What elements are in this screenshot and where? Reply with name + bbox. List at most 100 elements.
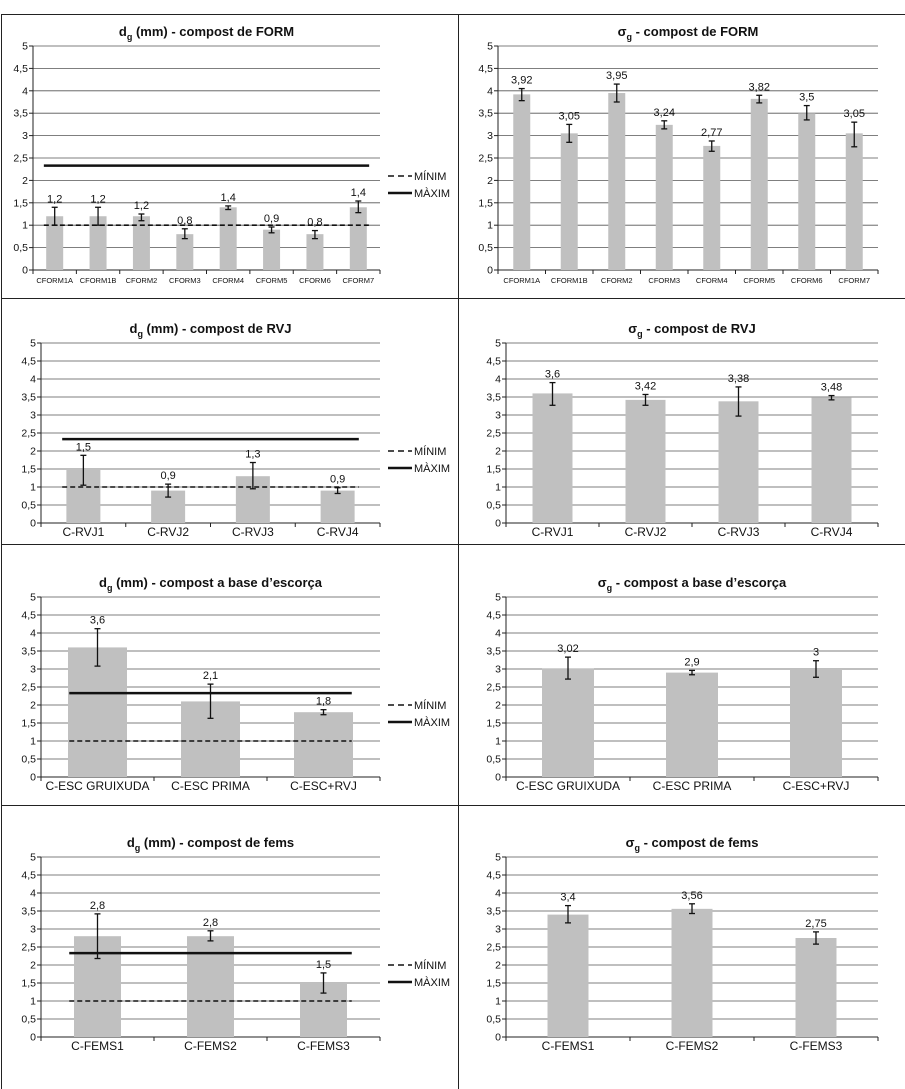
y-tick-label: 0,5 [21,1014,36,1026]
title-main: d [99,575,107,590]
category-label: CFORM1B [551,276,588,285]
title-main: σ [626,835,635,850]
bar [655,124,673,271]
y-tick-label: 2,5 [13,153,28,165]
y-tick-label: 3,5 [13,108,28,120]
y-tick-label: 1 [30,482,36,494]
data-label: 3,48 [821,382,842,394]
chart-panel-2: σg - compost de FORM 0 0,5 1 1,5 2 2,5 3 3,5 4 4,5… [462,16,905,296]
bar [513,94,531,270]
y-tick-label: 0 [495,772,501,784]
y-tick-label: 2 [495,446,501,458]
data-label: 0,9 [160,470,175,482]
y-tick-label: 4 [30,374,36,386]
y-tick-label: 2,5 [486,682,501,694]
bar [718,401,759,523]
y-tick-label: 4,5 [478,63,493,75]
title-subscript: g [107,583,113,593]
y-tick-label: 2 [30,700,36,712]
title-main: d [127,835,135,850]
chart-panel-1: dg (mm) - compost de FORM 0 0,5 1 1,5 2 2,5 3 3,… [8,16,454,296]
y-tick-label: 0,5 [478,242,493,254]
title-main: d [119,24,127,39]
category-label: C-FEMS3 [790,1039,843,1053]
category-label: CFORM3 [169,276,201,285]
chart-panel-3: dg (mm) - compost de RVJ 0 0,5 1 1,5 2 2,5 3 3,5… [8,301,454,541]
y-tick-label: 3,5 [486,906,501,918]
category-label: CFORM1A [36,276,73,285]
chart-7: dg (mm) - compost de fems 0 0,5 1 1,5 2 2,5 3 3,… [21,835,450,1053]
bar [795,938,837,1037]
category-label: CFORM2 [126,276,158,285]
y-tick-label: 0 [30,772,36,784]
y-tick-label: 1 [487,220,493,232]
category-label: C-RVJ2 [147,525,189,539]
title-subscript: g [637,329,643,339]
y-tick-label: 0 [22,265,28,277]
bar [790,669,842,777]
y-tick-label: 5 [495,592,501,604]
legend-max-label: MÀXIM [414,976,450,989]
data-label: 1,4 [351,187,366,199]
y-tick-label: 3 [495,924,501,936]
legend-min-label: MÍNIM [414,699,446,712]
bar [263,229,281,270]
bar [349,207,367,270]
title-subscript: g [627,32,633,42]
chart-body: dg (mm) - compost de RVJ 0 0,5 1 1,5 2 2,5 3 3,5… [21,321,450,539]
y-tick-label: 3,5 [478,108,493,120]
y-tick-label: 3,5 [21,392,36,404]
title-main: d [129,321,137,336]
data-label: 1,4 [221,192,236,204]
y-tick-label: 1,5 [13,197,28,209]
chart-body: dg (mm) - compost de fems 0 0,5 1 1,5 2 2,5 3 3,… [21,835,450,1053]
category-label: CFORM4 [212,276,244,285]
data-label: 3,42 [635,380,656,392]
y-tick-label: 1,5 [486,464,501,476]
y-tick-label: 0,5 [486,500,501,512]
category-label: CFORM2 [601,276,633,285]
data-label: 1,2 [90,193,105,205]
legend-min-label: MÍNIM [414,445,446,458]
bar [608,93,626,270]
data-label: 2,8 [203,917,218,929]
title-rest: (mm) - compost de RVJ [143,321,292,336]
category-label: C-ESC+RVJ [290,779,357,793]
data-label: 0,8 [177,215,192,227]
title-main: σ [598,575,607,590]
y-tick-label: 5 [487,41,493,53]
data-label: 0,9 [330,474,345,486]
y-tick-label: 3,5 [21,646,36,658]
y-tick-label: 2,5 [486,428,501,440]
y-tick-label: 4,5 [486,870,501,882]
y-tick-label: 2,5 [21,942,36,954]
y-tick-label: 5 [495,852,501,864]
title-subscript: g [127,32,133,42]
chart-title: σg - compost de FORM [618,24,759,42]
category-label: CFORM7 [838,276,870,285]
bar [68,647,127,777]
y-tick-label: 0 [495,1032,501,1044]
bar [560,133,578,270]
title-subscript: g [634,843,640,853]
category-label: C-ESC+RVJ [783,779,850,793]
data-label: 3,95 [606,70,627,82]
y-tick-label: 4 [30,628,36,640]
data-label: 1,5 [76,441,91,453]
category-label: CFORM4 [696,276,728,285]
y-tick-label: 0 [30,1032,36,1044]
bar [845,133,863,270]
title-rest: (mm) - compost de FORM [132,24,294,39]
chart-body: σg - compost de fems 0 0,5 1 1,5 2 2,5 3 3,5 4 4,5… [486,835,879,1053]
y-tick-label: 4 [30,888,36,900]
data-label: 3,6 [545,369,560,381]
y-tick-label: 4,5 [21,610,36,622]
y-tick-label: 2,5 [478,153,493,165]
chart-body: dg (mm) - compost de FORM 0 0,5 1 1,5 2 2,5 3 3,… [13,24,450,285]
bar [320,490,355,523]
chart-title: σg - compost a base d’escorça [598,575,787,593]
chart-1: dg (mm) - compost de FORM 0 0,5 1 1,5 2 2,5 3 3,… [13,24,450,285]
category-label: CFORM5 [256,276,288,285]
data-label: 3,6 [90,615,105,627]
y-tick-label: 2 [30,446,36,458]
